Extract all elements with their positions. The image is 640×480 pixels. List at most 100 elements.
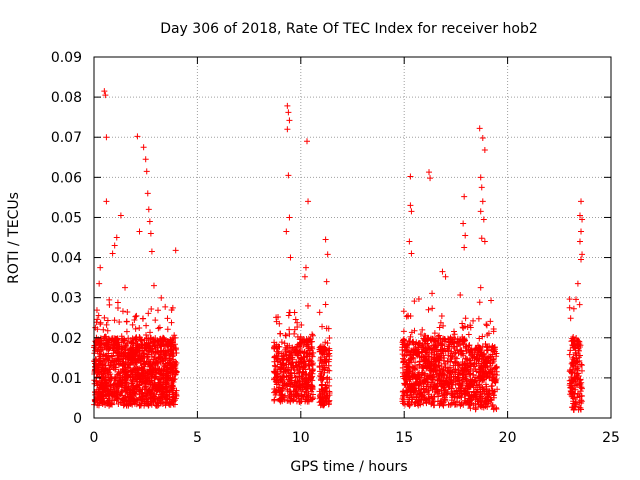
data-point bbox=[470, 402, 477, 409]
data-point bbox=[121, 349, 128, 356]
data-point bbox=[109, 397, 116, 404]
data-point bbox=[572, 375, 579, 382]
data-point bbox=[488, 369, 495, 376]
data-point bbox=[410, 338, 417, 345]
data-point bbox=[428, 379, 435, 386]
data-point bbox=[305, 362, 312, 369]
data-point bbox=[110, 365, 117, 372]
data-point bbox=[325, 400, 332, 407]
data-point bbox=[576, 352, 583, 359]
data-point bbox=[101, 314, 108, 321]
data-point bbox=[289, 344, 296, 351]
data-point bbox=[439, 347, 446, 354]
data-point bbox=[406, 402, 413, 409]
data-point bbox=[114, 305, 121, 312]
data-point bbox=[455, 384, 462, 391]
data-point bbox=[568, 390, 575, 397]
data-point-spike bbox=[134, 133, 141, 140]
data-point bbox=[167, 364, 174, 371]
data-point-spike bbox=[488, 297, 495, 304]
data-point bbox=[441, 354, 448, 361]
data-point bbox=[121, 384, 128, 391]
data-point bbox=[475, 315, 482, 322]
data-point bbox=[459, 320, 466, 327]
data-point bbox=[111, 388, 118, 395]
data-point bbox=[298, 360, 305, 367]
data-point bbox=[422, 348, 429, 355]
data-point bbox=[298, 322, 305, 329]
data-point bbox=[145, 387, 152, 394]
data-point bbox=[304, 302, 311, 309]
data-point-spike bbox=[477, 284, 484, 291]
data-point bbox=[438, 370, 445, 377]
data-point bbox=[163, 372, 170, 379]
data-point bbox=[148, 377, 155, 384]
data-point bbox=[454, 347, 461, 354]
data-point bbox=[318, 398, 325, 405]
data-point bbox=[416, 362, 423, 369]
data-point bbox=[430, 346, 437, 353]
data-point bbox=[114, 349, 121, 356]
grid-lines bbox=[94, 57, 611, 418]
data-point bbox=[309, 331, 316, 338]
data-point bbox=[130, 392, 137, 399]
data-point bbox=[290, 364, 297, 371]
data-point bbox=[479, 353, 486, 360]
data-point bbox=[133, 383, 140, 390]
data-point bbox=[411, 346, 418, 353]
data-point bbox=[568, 360, 575, 367]
data-point bbox=[283, 344, 290, 351]
data-point bbox=[156, 354, 163, 361]
data-point bbox=[444, 390, 451, 397]
data-point bbox=[569, 389, 576, 396]
data-point-spike bbox=[476, 125, 483, 132]
data-point bbox=[94, 348, 101, 355]
data-point bbox=[306, 336, 313, 343]
data-point bbox=[287, 375, 294, 382]
data-point bbox=[472, 345, 479, 352]
data-point bbox=[281, 340, 288, 347]
data-point bbox=[116, 377, 123, 384]
data-point bbox=[487, 397, 494, 404]
data-point bbox=[478, 399, 485, 406]
y-tick-label: 0.03 bbox=[51, 291, 82, 307]
data-point bbox=[151, 393, 158, 400]
data-point bbox=[302, 388, 309, 395]
data-point-spike bbox=[477, 174, 484, 181]
data-point bbox=[144, 353, 151, 360]
data-point bbox=[432, 358, 439, 365]
data-point bbox=[294, 352, 301, 359]
data-point bbox=[429, 305, 436, 312]
data-point bbox=[460, 352, 467, 359]
data-point bbox=[483, 347, 490, 354]
data-point bbox=[410, 355, 417, 362]
data-point bbox=[151, 374, 158, 381]
data-point bbox=[143, 377, 150, 384]
data-point bbox=[99, 384, 106, 391]
data-point bbox=[278, 339, 285, 346]
data-point bbox=[143, 393, 150, 400]
data-point bbox=[302, 375, 309, 382]
data-point bbox=[451, 393, 458, 400]
data-point bbox=[271, 369, 278, 376]
data-point bbox=[574, 358, 581, 365]
data-point-spike bbox=[285, 109, 292, 116]
data-point bbox=[280, 363, 287, 370]
data-point bbox=[469, 353, 476, 360]
data-point bbox=[108, 353, 115, 360]
data-point bbox=[452, 336, 459, 343]
data-point bbox=[441, 336, 448, 343]
data-point bbox=[103, 321, 110, 328]
data-point bbox=[489, 376, 496, 383]
data-point bbox=[319, 323, 326, 330]
data-point bbox=[298, 339, 305, 346]
data-point bbox=[96, 373, 103, 380]
data-point bbox=[297, 398, 304, 405]
data-point bbox=[119, 308, 126, 315]
data-point bbox=[468, 352, 475, 359]
data-point bbox=[489, 403, 496, 410]
data-point bbox=[295, 343, 302, 350]
data-point bbox=[285, 394, 292, 401]
data-point bbox=[412, 359, 419, 366]
data-point-spike bbox=[301, 273, 308, 280]
